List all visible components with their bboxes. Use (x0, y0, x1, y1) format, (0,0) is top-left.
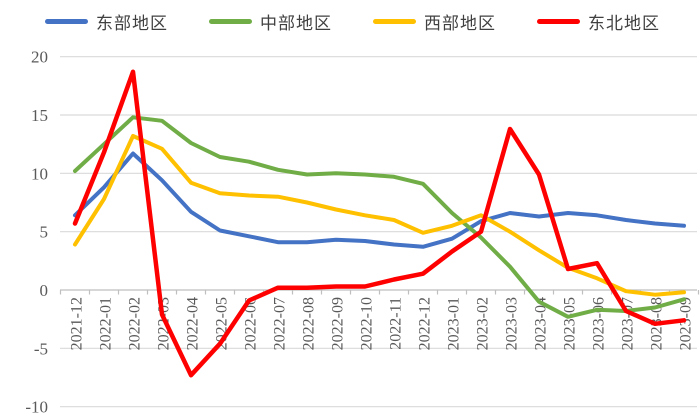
x-axis-tick-label: 2022-04 (185, 297, 202, 350)
x-axis-tick-label: 2022-01 (98, 297, 115, 350)
legend-label-central: 中部地区 (260, 14, 332, 33)
y-axis-tick-label: 5 (40, 223, 49, 242)
legend-item-central: 中部地区 (209, 9, 332, 34)
legend-swatch-central (209, 19, 252, 24)
legend-item-eastern: 东部地区 (45, 9, 168, 34)
x-axis-tick-label: 2023-06 (591, 297, 608, 350)
series-line-3 (72, 69, 687, 378)
legend-item-western: 西部地区 (373, 9, 496, 34)
x-axis-tick-label: 2023-02 (475, 297, 492, 350)
series-line-2 (73, 134, 686, 297)
legend-label-eastern: 东部地区 (96, 14, 168, 33)
legend-swatch-northeast (537, 19, 580, 24)
y-axis-tick-label: -5 (34, 339, 48, 358)
legend-label-western: 西部地区 (424, 14, 496, 33)
series-line-0 (73, 151, 686, 249)
x-axis-tick-label: 2022-06 (243, 297, 260, 350)
x-axis-tick-label: 2023-03 (504, 297, 521, 350)
x-axis-tick-label: 2021-12 (69, 297, 86, 350)
legend-swatch-eastern (45, 19, 88, 24)
y-axis-tick-label: 15 (31, 106, 48, 125)
series-line-1 (73, 115, 686, 319)
x-axis-tick-label: 2023-04 (533, 297, 550, 350)
chart-legend: 东部地区 中部地区 西部地区 东北地区 (45, 9, 660, 34)
x-axis-tick-label: 2022-07 (272, 297, 289, 350)
legend-item-northeast: 东北地区 (537, 9, 660, 34)
x-axis-tick-label: 2022-11 (388, 297, 405, 350)
legend-label-northeast: 东北地区 (588, 14, 660, 33)
x-axis-tick-label: 2023-09 (678, 297, 695, 350)
legend-swatch-western (373, 19, 416, 24)
x-axis-tick-label: 2022-10 (359, 297, 376, 350)
y-axis-tick-label: 10 (31, 164, 48, 183)
y-axis-tick-label: -10 (25, 398, 48, 417)
y-axis-tick-label: 20 (31, 48, 48, 67)
x-axis-tick-label: 2022-02 (127, 297, 144, 350)
x-axis-tick-label: 2022-12 (417, 297, 434, 350)
y-axis-tick-label: 0 (40, 281, 49, 300)
x-axis-tick-label: 2022-08 (301, 297, 318, 350)
x-axis-tick-label: 2023-01 (446, 297, 463, 350)
x-axis-tick-label: 2022-09 (330, 297, 347, 350)
x-axis-tick-label: 2023-05 (562, 297, 579, 350)
